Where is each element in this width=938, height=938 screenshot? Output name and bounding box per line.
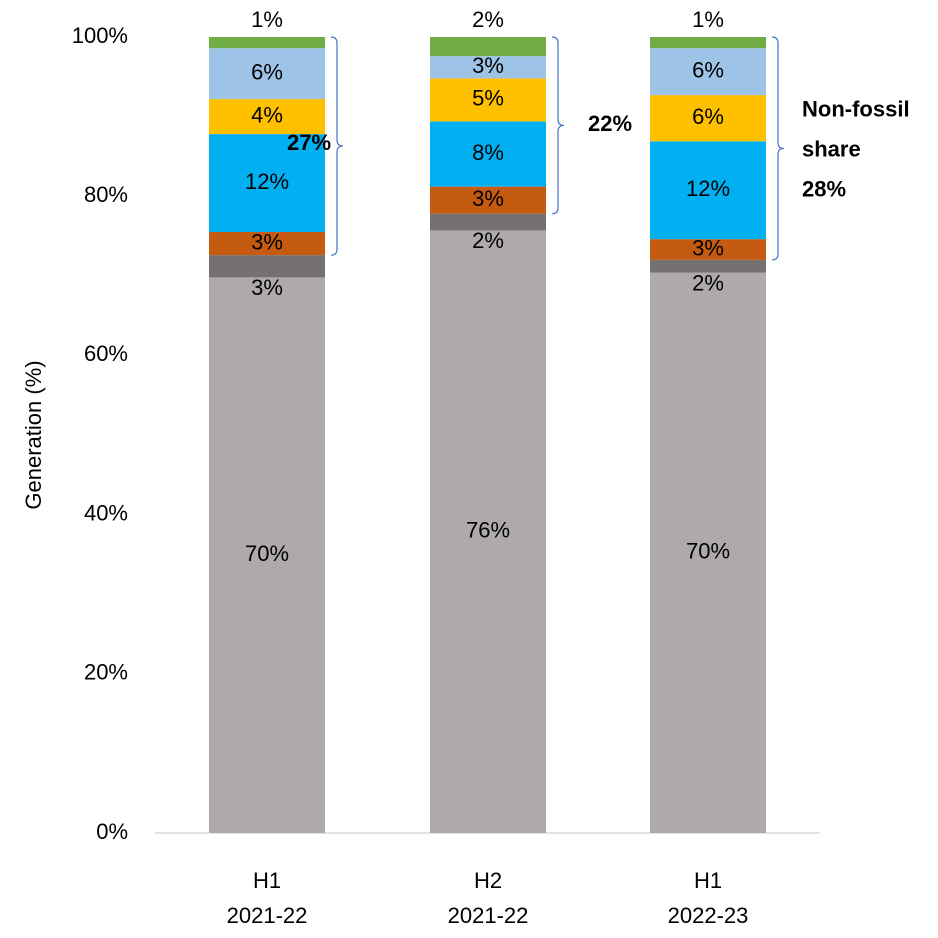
data-label: 2% bbox=[472, 228, 504, 253]
data-label: 3% bbox=[692, 235, 724, 260]
bar-segment bbox=[430, 186, 546, 214]
x-tick-label: 2021-22 bbox=[448, 903, 529, 928]
data-label: 6% bbox=[251, 59, 283, 84]
x-tick-label: H1 bbox=[253, 868, 281, 893]
data-label: 70% bbox=[245, 541, 289, 566]
y-tick-label: 80% bbox=[84, 182, 128, 207]
bar-segment bbox=[430, 37, 546, 57]
x-tick-label: 2022-23 bbox=[668, 903, 749, 928]
bar-segment bbox=[430, 213, 546, 231]
x-tick-label: H2 bbox=[474, 868, 502, 893]
bar-segment bbox=[209, 37, 325, 49]
bracket bbox=[771, 36, 785, 261]
bar-segment bbox=[209, 255, 325, 278]
data-label: 6% bbox=[692, 104, 724, 129]
data-label: 5% bbox=[472, 86, 504, 111]
y-tick-label: 40% bbox=[84, 500, 128, 525]
bracket bbox=[551, 36, 565, 215]
bar-segment bbox=[430, 121, 546, 187]
data-label: 3% bbox=[472, 186, 504, 211]
data-label: 3% bbox=[251, 275, 283, 300]
bar-segment bbox=[209, 48, 325, 100]
data-label: 3% bbox=[251, 229, 283, 254]
data-label: 4% bbox=[251, 102, 283, 127]
bar-segment bbox=[209, 134, 325, 233]
bar-segment bbox=[650, 272, 766, 834]
x-tick-label: 2021-22 bbox=[227, 903, 308, 928]
y-axis-label: Generation (%) bbox=[21, 360, 46, 509]
bar-segment bbox=[430, 78, 546, 122]
data-label: 1% bbox=[251, 7, 283, 32]
bar-segment bbox=[650, 239, 766, 260]
annotation: 28% bbox=[802, 176, 846, 201]
data-label: 12% bbox=[245, 169, 289, 194]
bar-segment bbox=[209, 99, 325, 135]
data-label: 3% bbox=[472, 53, 504, 78]
y-tick-label: 60% bbox=[84, 341, 128, 366]
bar-segment bbox=[650, 48, 766, 96]
annotation: 27% bbox=[287, 130, 331, 155]
data-label: 2% bbox=[692, 270, 724, 295]
bracket bbox=[330, 36, 344, 256]
x-tick-label: H1 bbox=[694, 868, 722, 893]
annotation: share bbox=[802, 136, 861, 161]
bar-segment bbox=[650, 259, 766, 273]
bar-segment bbox=[430, 56, 546, 79]
annotation: Non-fossil bbox=[802, 96, 910, 121]
y-tick-label: 20% bbox=[84, 660, 128, 685]
bar-segment bbox=[430, 230, 546, 834]
data-label: 2% bbox=[472, 7, 504, 32]
data-label: 70% bbox=[686, 539, 730, 564]
bar-segment bbox=[650, 37, 766, 49]
data-label: 6% bbox=[692, 57, 724, 82]
data-label: 1% bbox=[692, 7, 724, 32]
data-label: 76% bbox=[466, 518, 510, 543]
bar-segment bbox=[650, 141, 766, 240]
annotation: 22% bbox=[588, 111, 632, 136]
bar-segment bbox=[209, 232, 325, 256]
data-label: 8% bbox=[472, 140, 504, 165]
data-label: 12% bbox=[686, 176, 730, 201]
y-tick-label: 100% bbox=[72, 23, 128, 48]
bar-segment bbox=[650, 95, 766, 142]
y-tick-label: 0% bbox=[96, 819, 128, 844]
bar-segment bbox=[209, 277, 325, 834]
